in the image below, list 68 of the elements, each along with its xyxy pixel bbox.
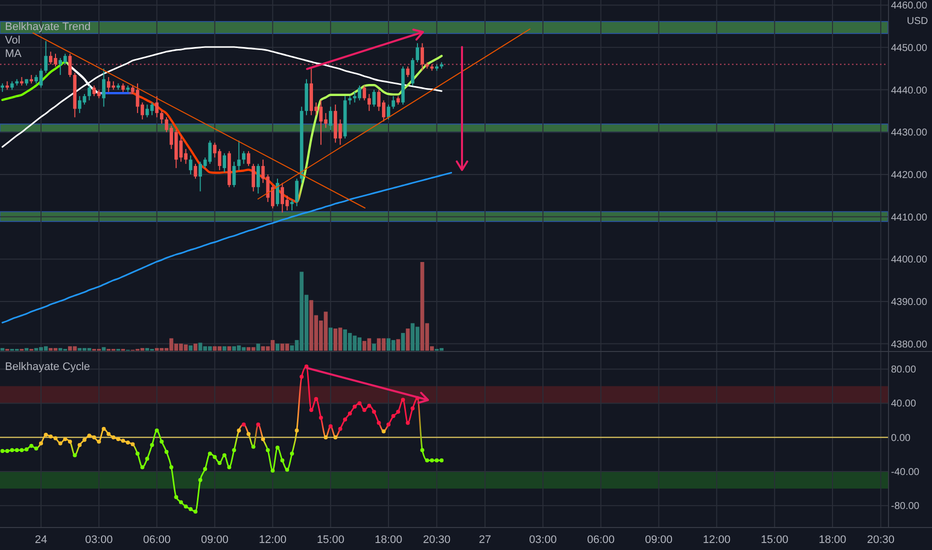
y-tick-label: 4390.00 — [891, 296, 928, 308]
x-tick-label: 12:00 — [258, 534, 286, 546]
candlestick — [160, 110, 164, 124]
bar — [401, 332, 405, 351]
candlestick — [392, 96, 396, 110]
candlestick — [295, 178, 298, 207]
bar — [406, 328, 410, 351]
bar — [276, 344, 280, 351]
candlestick — [237, 140, 241, 171]
candlestick — [155, 96, 159, 118]
candlestick — [256, 163, 260, 194]
candlestick — [88, 85, 91, 101]
candlestick — [362, 85, 366, 101]
bar — [372, 344, 376, 351]
y-tick-label: 4450.00 — [891, 42, 928, 54]
y-tick-label: 4430.00 — [891, 128, 928, 139]
bar — [222, 346, 226, 351]
y-tick-label: 4410.00 — [891, 212, 928, 224]
x-tick-label: 06:00 — [587, 534, 615, 546]
x-tick-label: 03:00 — [529, 534, 557, 546]
y-tick-label: 4460.00 — [891, 0, 928, 12]
x-tick-label: 18:00 — [374, 534, 402, 546]
y-tick-label: 4400.00 — [891, 254, 928, 266]
bar — [194, 344, 198, 351]
x-tick-label: 12:00 — [702, 534, 730, 546]
bar — [24, 348, 28, 351]
line-series — [2, 172, 452, 324]
x-tick-label: 15:00 — [760, 534, 788, 546]
annotation: MA — [5, 48, 22, 60]
y-tick-label: -40.00 — [891, 467, 920, 478]
candlestick — [410, 58, 414, 86]
x-tick-label: 06:00 — [143, 534, 171, 546]
candlestick — [406, 66, 410, 78]
x-tick-label: 20:30 — [422, 534, 451, 546]
annotation: Belkhayate Trend — [5, 21, 91, 33]
candlestick — [44, 40, 48, 74]
bar — [328, 328, 333, 351]
y-tick-label: 4380.00 — [891, 339, 928, 350]
y-tick-label: -80.00 — [891, 501, 920, 512]
annotation: Vol — [5, 34, 20, 46]
line-series — [2, 46, 442, 148]
x-tick-label: 20:30 — [866, 534, 895, 546]
candlestick — [232, 161, 236, 188]
candlestick — [242, 150, 246, 164]
x-tick-label: 15:00 — [316, 534, 344, 546]
x-tick-label: 09:00 — [644, 534, 673, 546]
bar — [0, 348, 4, 351]
y-tick-label: 0.00 — [891, 432, 911, 444]
x-tick-label: 27 — [478, 534, 492, 546]
annotation: Belkhayate Cycle — [5, 361, 90, 373]
bar — [396, 339, 400, 351]
x-tick-label: 09:00 — [200, 534, 229, 546]
candlestick — [188, 154, 192, 175]
y-tick-label: 80.00 — [891, 364, 916, 376]
candlestick — [420, 42, 424, 72]
candlestick — [252, 163, 256, 192]
x-tick-label: 24 — [34, 534, 48, 546]
candlestick — [328, 106, 332, 130]
candlestick — [222, 152, 226, 173]
x-tick-label: 18:00 — [818, 534, 846, 546]
bar — [188, 345, 193, 351]
candlestick — [368, 93, 371, 112]
y-tick-label: 40.00 — [891, 398, 916, 410]
y-tick-label: 4440.00 — [891, 85, 928, 96]
x-tick-label: 03:00 — [85, 534, 113, 546]
y-axis-title: USD — [906, 16, 928, 27]
candlestick — [102, 68, 106, 108]
y-tick-label: 4420.00 — [891, 170, 928, 181]
